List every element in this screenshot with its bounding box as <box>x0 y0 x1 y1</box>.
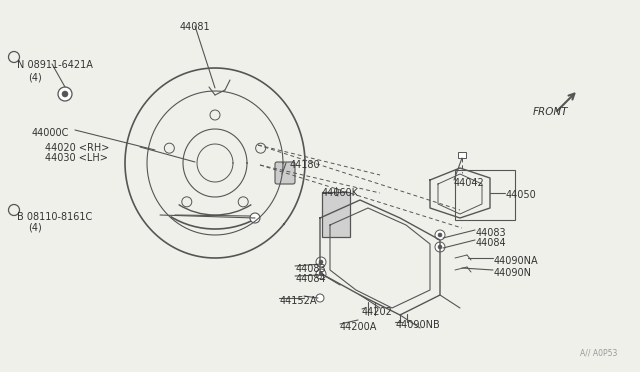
Text: 44083: 44083 <box>476 228 507 238</box>
Circle shape <box>435 242 445 252</box>
Text: 44060K: 44060K <box>322 188 359 198</box>
Text: 44030 <LH>: 44030 <LH> <box>45 153 108 163</box>
Text: 44202: 44202 <box>362 307 393 317</box>
Text: A// A0P53: A// A0P53 <box>580 349 618 358</box>
Text: B 08110-8161C: B 08110-8161C <box>17 212 92 222</box>
Text: (4): (4) <box>28 72 42 82</box>
Text: 44090NB: 44090NB <box>396 320 441 330</box>
Circle shape <box>250 213 260 223</box>
Circle shape <box>319 272 323 276</box>
Text: 44084: 44084 <box>476 238 507 248</box>
Text: (4): (4) <box>28 223 42 233</box>
Text: 44050: 44050 <box>506 190 537 200</box>
Circle shape <box>316 257 326 267</box>
Text: 44090NA: 44090NA <box>494 256 539 266</box>
Text: 44000C: 44000C <box>32 128 69 138</box>
Bar <box>458 152 466 158</box>
Text: 44042: 44042 <box>454 178 484 188</box>
Text: 44020 <RH>: 44020 <RH> <box>45 143 109 153</box>
Circle shape <box>438 245 442 249</box>
Text: 44084: 44084 <box>296 274 326 284</box>
Circle shape <box>316 294 324 302</box>
Circle shape <box>316 269 326 279</box>
Text: 44081: 44081 <box>180 22 211 32</box>
Text: 44152A: 44152A <box>280 296 317 306</box>
Text: N 08911-6421A: N 08911-6421A <box>17 60 93 70</box>
FancyBboxPatch shape <box>322 192 350 237</box>
Text: FRONT: FRONT <box>533 107 568 117</box>
Text: 44180: 44180 <box>290 160 321 170</box>
Text: 44090N: 44090N <box>494 268 532 278</box>
Text: 44200A: 44200A <box>340 322 378 332</box>
Circle shape <box>62 91 68 97</box>
Circle shape <box>435 230 445 240</box>
Text: 44083: 44083 <box>296 264 326 274</box>
FancyBboxPatch shape <box>275 162 295 184</box>
Circle shape <box>438 233 442 237</box>
Circle shape <box>319 260 323 264</box>
Circle shape <box>58 87 72 101</box>
